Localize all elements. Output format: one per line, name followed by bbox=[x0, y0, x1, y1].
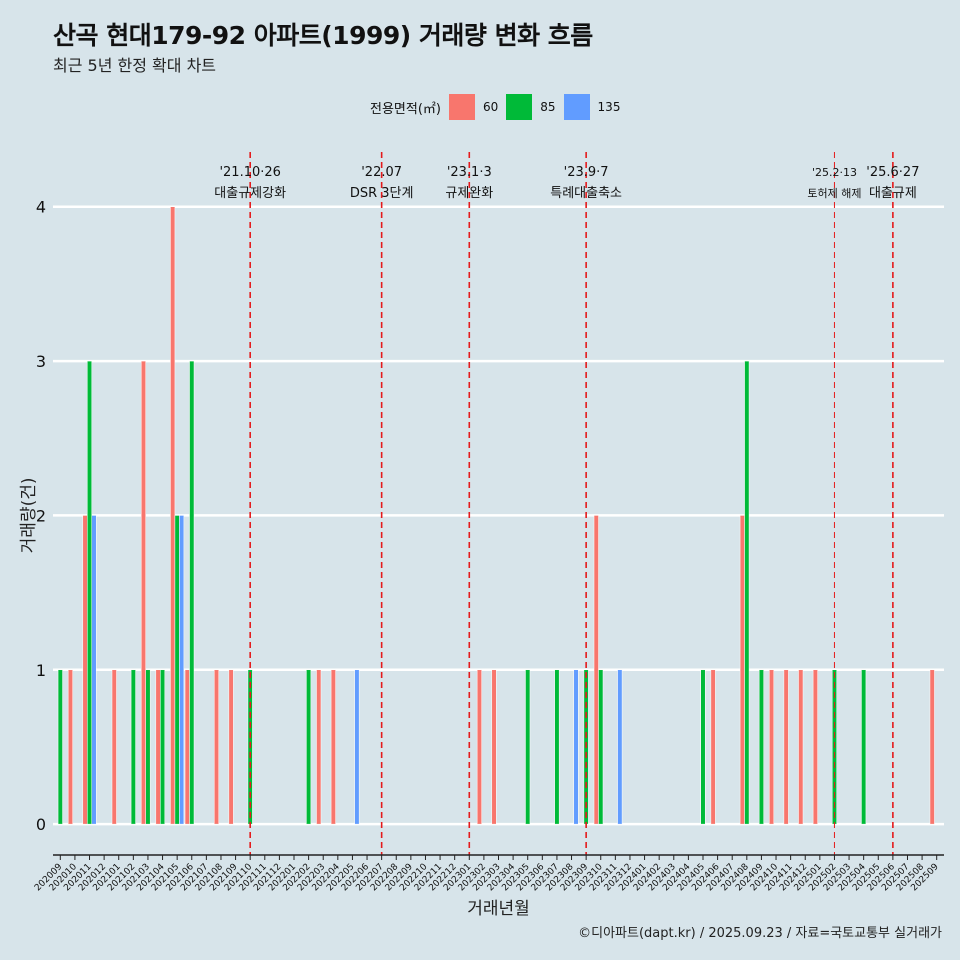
bar-60-202310 bbox=[593, 515, 599, 825]
bar-60-202509 bbox=[929, 669, 935, 825]
chart-subtitle: 최근 5년 한정 확대 차트 bbox=[53, 56, 217, 75]
annotation-label-202502: 토허제 해제 bbox=[807, 186, 861, 200]
annotation-label-202309: 특례대출축소 bbox=[550, 186, 622, 201]
legend-swatch-60 bbox=[448, 94, 475, 120]
annotation-label-202207: DSR 3단계 bbox=[350, 186, 414, 201]
source-caption: ©디아파트(dapt.kr) / 2025.09.23 / 자료=국토교통부 실… bbox=[578, 926, 942, 941]
x-axis-title: 거래년월 bbox=[467, 899, 530, 919]
annotation-date-202110: '21.10·26 bbox=[219, 165, 280, 180]
bar-60-202104 bbox=[155, 669, 161, 825]
bar-60-202204 bbox=[330, 669, 336, 825]
bar-85-202202 bbox=[306, 669, 312, 825]
legend-item-60: 60 bbox=[448, 94, 499, 120]
y-tick-label: 3 bbox=[36, 352, 46, 371]
annotation-label-202506: 대출규제 bbox=[869, 186, 917, 201]
bar-85-202408 bbox=[744, 360, 750, 825]
bar-85-202305 bbox=[525, 669, 531, 825]
bar-135-202011 bbox=[91, 515, 97, 825]
bar-85-202009 bbox=[57, 669, 63, 825]
bar-85-202106 bbox=[189, 360, 195, 825]
gridlines bbox=[53, 205, 944, 826]
annotations: '21.10·26 대출규제강화 '22.07 DSR 3단계 '23.1·3 규제완화 '… bbox=[214, 152, 919, 855]
bar-60-202103 bbox=[140, 360, 146, 825]
bar-60-202406 bbox=[710, 669, 716, 825]
legend-swatch-85 bbox=[506, 94, 533, 120]
chart-title: 산곡 현대179-92 아파트(1999) 거래량 변화 흐름 bbox=[53, 21, 593, 50]
annotation-date-202207: '22.07 bbox=[361, 165, 402, 180]
bar-60-202501 bbox=[812, 669, 818, 825]
bar-60-202412 bbox=[798, 669, 804, 825]
bar-60-202101 bbox=[111, 669, 117, 825]
bar-85-202102 bbox=[130, 669, 136, 825]
bar-60-202203 bbox=[316, 669, 322, 825]
bars bbox=[57, 206, 935, 825]
bar-60-202303 bbox=[491, 669, 497, 825]
legend-label-135: 135 bbox=[597, 100, 621, 114]
bar-85-202310 bbox=[598, 669, 604, 825]
bar-60-202302 bbox=[476, 669, 482, 825]
y-axis-title: 거래량(건) bbox=[19, 478, 39, 554]
bar-85-202504 bbox=[861, 669, 867, 825]
legend-label-60: 60 bbox=[482, 100, 499, 114]
annotation-label-202301: 규제완화 bbox=[445, 186, 493, 201]
bar-60-202106 bbox=[184, 669, 190, 825]
legend-item-85: 85 bbox=[506, 94, 556, 120]
annotation-date-202301: '23.1·3 bbox=[447, 165, 492, 180]
bar-85-202011 bbox=[87, 360, 93, 825]
bar-135-202308 bbox=[573, 669, 579, 825]
axes: 0123420200920201020201120201220210120210… bbox=[19, 198, 944, 919]
bar-135-202105 bbox=[179, 515, 185, 825]
legend: 전용면적(㎡) 60 85 135 bbox=[370, 93, 628, 121]
bar-60-202411 bbox=[783, 669, 789, 825]
bar-135-202205 bbox=[354, 669, 360, 825]
bar-60-202108 bbox=[214, 669, 219, 825]
y-tick-label: 4 bbox=[36, 198, 46, 217]
legend-item-135: 135 bbox=[563, 94, 621, 120]
legend-title: 전용면적(㎡) bbox=[370, 101, 441, 117]
bar-60-202105 bbox=[170, 206, 176, 825]
y-tick-label: 2 bbox=[36, 506, 46, 525]
annotation-date-202309: '23.9·7 bbox=[564, 165, 609, 180]
bar-60-202408 bbox=[739, 515, 745, 825]
bar-85-202105 bbox=[174, 515, 180, 825]
bar-85-202307 bbox=[554, 669, 560, 825]
bar-60-202011 bbox=[82, 515, 88, 825]
bar-85-202409 bbox=[758, 669, 764, 825]
bar-60-202410 bbox=[769, 669, 775, 825]
y-tick-label: 0 bbox=[36, 815, 46, 834]
legend-label-85: 85 bbox=[540, 100, 556, 114]
bar-135-202311 bbox=[617, 669, 623, 825]
bar-85-202103 bbox=[145, 669, 151, 825]
bar-60-202010 bbox=[67, 669, 73, 825]
legend-swatch-135 bbox=[563, 94, 590, 120]
y-tick-label: 1 bbox=[36, 661, 46, 680]
bar-60-202109 bbox=[228, 669, 234, 825]
annotation-label-202110: 대출규제강화 bbox=[214, 186, 286, 201]
bar-85-202405 bbox=[700, 669, 706, 825]
bar-85-202104 bbox=[160, 669, 166, 825]
annotation-date-202502: '25.2·13 bbox=[812, 166, 857, 179]
annotation-date-202506: '25.6·27 bbox=[866, 165, 919, 180]
